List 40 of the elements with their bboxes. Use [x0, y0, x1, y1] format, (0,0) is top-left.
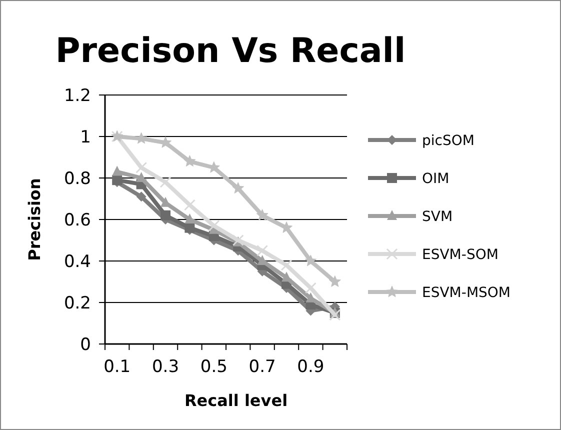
- point: [184, 155, 196, 167]
- point: [329, 309, 341, 321]
- point: [112, 166, 122, 176]
- y-tick-label: 0.4: [64, 252, 91, 272]
- point: [160, 176, 172, 188]
- y-tick-label: 0.6: [64, 210, 91, 230]
- point: [282, 272, 292, 282]
- point: [304, 254, 317, 266]
- x-tick-label: 0.1: [104, 357, 131, 377]
- point: [256, 209, 268, 220]
- point: [328, 276, 341, 287]
- point: [160, 210, 170, 220]
- point: [256, 244, 268, 256]
- y-tick-label: 1: [80, 127, 91, 148]
- x-tick-label: 0.9: [297, 357, 324, 377]
- chart-title: Precison Vs Recall: [55, 31, 406, 71]
- x-tick-label: 0.5: [200, 357, 228, 377]
- point: [135, 132, 148, 144]
- y-tick-label: 0.8: [64, 168, 91, 189]
- y-tick-label: 0: [80, 334, 91, 355]
- point: [136, 192, 146, 202]
- point: [136, 172, 146, 182]
- legend-label: ESVM-MSOM: [422, 284, 511, 301]
- point: [184, 199, 196, 211]
- x-tick-label: 0.3: [152, 357, 180, 377]
- point: [184, 214, 195, 224]
- y-tick-label: 1.2: [64, 86, 91, 106]
- x-tick-label: 0.7: [248, 357, 276, 377]
- point: [304, 282, 316, 294]
- y-tick-label: 0.2: [64, 293, 91, 314]
- point: [136, 162, 148, 174]
- y-axis-title: Precision: [25, 178, 44, 261]
- x-axis-title: Recall level: [184, 391, 288, 410]
- point: [280, 259, 292, 271]
- legend-label: picSOM: [422, 132, 474, 149]
- point: [208, 220, 220, 232]
- point: [232, 182, 244, 194]
- legend-label: ESVM-SOM: [422, 246, 498, 263]
- legend-label: SVM: [422, 208, 453, 225]
- legend-label: OIM: [422, 170, 450, 187]
